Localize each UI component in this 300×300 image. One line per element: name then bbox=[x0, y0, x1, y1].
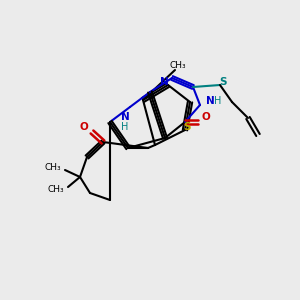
Text: N: N bbox=[121, 112, 129, 122]
Text: O: O bbox=[202, 112, 210, 122]
Text: N: N bbox=[206, 96, 214, 106]
Text: S: S bbox=[219, 77, 227, 87]
Text: S: S bbox=[183, 122, 191, 132]
Text: H: H bbox=[214, 96, 222, 106]
Text: CH₃: CH₃ bbox=[48, 184, 64, 194]
Text: CH₃: CH₃ bbox=[170, 61, 186, 70]
Text: O: O bbox=[80, 122, 88, 132]
Text: H: H bbox=[121, 122, 129, 132]
Text: CH₃: CH₃ bbox=[45, 164, 61, 172]
Text: N: N bbox=[160, 77, 168, 87]
